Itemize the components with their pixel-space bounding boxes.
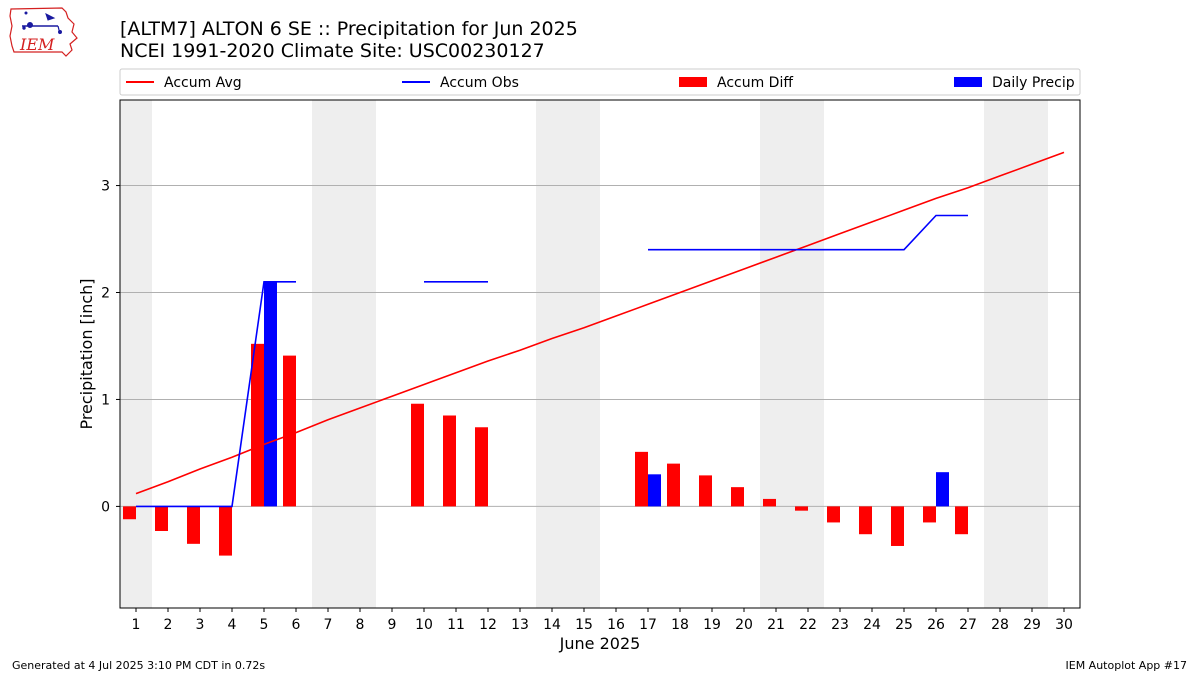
x-tick-label: 3 bbox=[196, 617, 205, 633]
accum-diff-bar bbox=[955, 506, 968, 535]
x-tick-label: 29 bbox=[1023, 617, 1041, 633]
legend-label: Accum Diff bbox=[717, 75, 793, 91]
y-tick-label: 0 bbox=[101, 499, 110, 515]
accum-diff-bar bbox=[251, 343, 264, 507]
weekend-shade bbox=[536, 100, 568, 608]
daily-precip-bar bbox=[264, 281, 277, 507]
weekend-shade bbox=[568, 100, 600, 608]
accum-obs-line bbox=[136, 281, 296, 508]
accum-diff-bar bbox=[635, 451, 648, 507]
accum-diff-bar bbox=[475, 427, 488, 507]
x-tick-label: 8 bbox=[356, 617, 365, 633]
x-tick-label: 13 bbox=[511, 617, 529, 633]
legend-swatch bbox=[954, 77, 982, 87]
legend-label: Accum Obs bbox=[440, 75, 519, 91]
plot-frame bbox=[119, 99, 1081, 609]
x-tick-label: 11 bbox=[447, 617, 465, 633]
accum-avg-line bbox=[135, 151, 1065, 495]
x-tick-label: 5 bbox=[260, 617, 269, 633]
x-tick-label: 22 bbox=[799, 617, 817, 633]
iowa-state-outline-icon bbox=[9, 7, 78, 57]
accum-diff-bar bbox=[699, 475, 712, 507]
accum-diff-bar bbox=[859, 506, 872, 535]
daily-precip-bar bbox=[936, 472, 949, 507]
weekend-shade bbox=[984, 100, 1016, 608]
footer-generated: Generated at 4 Jul 2025 3:10 PM CDT in 0… bbox=[12, 659, 266, 672]
x-tick-label: 14 bbox=[543, 617, 561, 633]
x-tick-label: 1 bbox=[132, 617, 141, 633]
y-tick-label: 2 bbox=[101, 286, 110, 302]
x-tick-label: 9 bbox=[388, 617, 397, 633]
weekend-shade bbox=[760, 100, 792, 608]
x-tick-label: 18 bbox=[671, 617, 689, 633]
weekend-shade bbox=[344, 100, 376, 608]
x-tick-label: 16 bbox=[607, 617, 625, 633]
x-tick-label: 27 bbox=[959, 617, 977, 633]
legend-label: Accum Avg bbox=[164, 75, 242, 91]
chart-subtitle: NCEI 1991-2020 Climate Site: USC00230127 bbox=[120, 40, 545, 62]
accum-diff-bar bbox=[155, 506, 168, 531]
y-tick-label: 3 bbox=[101, 179, 110, 195]
accum-diff-bar bbox=[219, 506, 232, 556]
x-tick-label: 20 bbox=[735, 617, 753, 633]
accum-diff-bar bbox=[667, 463, 680, 507]
legend-label: Daily Precip bbox=[992, 75, 1075, 91]
x-tick-label: 2 bbox=[164, 617, 173, 633]
x-tick-label: 15 bbox=[575, 617, 593, 633]
x-tick-label: 6 bbox=[292, 617, 301, 633]
legend-swatch bbox=[679, 77, 707, 87]
x-tick-label: 7 bbox=[324, 617, 333, 633]
accum-diff-bar bbox=[411, 403, 424, 507]
accum-diff-bar bbox=[443, 415, 456, 507]
accum-diff-bar bbox=[923, 506, 936, 523]
accum-diff-bar bbox=[827, 506, 840, 523]
weekend-shade bbox=[120, 100, 152, 608]
accum-diff-bar bbox=[891, 506, 904, 546]
x-tick-label: 26 bbox=[927, 617, 945, 633]
x-tick-label: 25 bbox=[895, 617, 913, 633]
x-tick-label: 4 bbox=[228, 617, 237, 633]
x-tick-label: 21 bbox=[767, 617, 785, 633]
x-tick-label: 23 bbox=[831, 617, 849, 633]
daily-precip-bar bbox=[648, 474, 661, 507]
chart-title: [ALTM7] ALTON 6 SE :: Precipitation for … bbox=[120, 18, 578, 40]
accum-diff-bar bbox=[763, 498, 776, 507]
weekend-shade bbox=[792, 100, 824, 608]
x-tick-label: 30 bbox=[1055, 617, 1073, 633]
accum-obs-line bbox=[648, 214, 968, 251]
weekend-shade bbox=[312, 100, 344, 608]
accum-diff-bar bbox=[123, 506, 136, 520]
weather-station-icon bbox=[22, 11, 62, 35]
x-tick-label: 10 bbox=[415, 617, 433, 633]
x-axis-label: June 2025 bbox=[559, 634, 641, 653]
x-tick-label: 19 bbox=[703, 617, 721, 633]
x-tick-label: 28 bbox=[991, 617, 1009, 633]
weekend-shade bbox=[1016, 100, 1048, 608]
iem-logo: IEM bbox=[9, 7, 78, 57]
logo-text: IEM bbox=[19, 35, 55, 54]
x-tick-label: 24 bbox=[863, 617, 881, 633]
footer-app: IEM Autoplot App #17 bbox=[1065, 659, 1188, 672]
x-tick-label: 17 bbox=[639, 617, 657, 633]
accum-diff-bar bbox=[187, 506, 200, 544]
accum-diff-bar bbox=[731, 487, 744, 507]
y-tick-label: 1 bbox=[101, 392, 110, 408]
accum-diff-bar bbox=[283, 355, 296, 507]
y-axis-label: Precipitation [inch] bbox=[77, 278, 96, 429]
legend-box bbox=[119, 68, 1081, 96]
x-tick-label: 12 bbox=[479, 617, 497, 633]
accum-diff-bar bbox=[795, 506, 808, 511]
